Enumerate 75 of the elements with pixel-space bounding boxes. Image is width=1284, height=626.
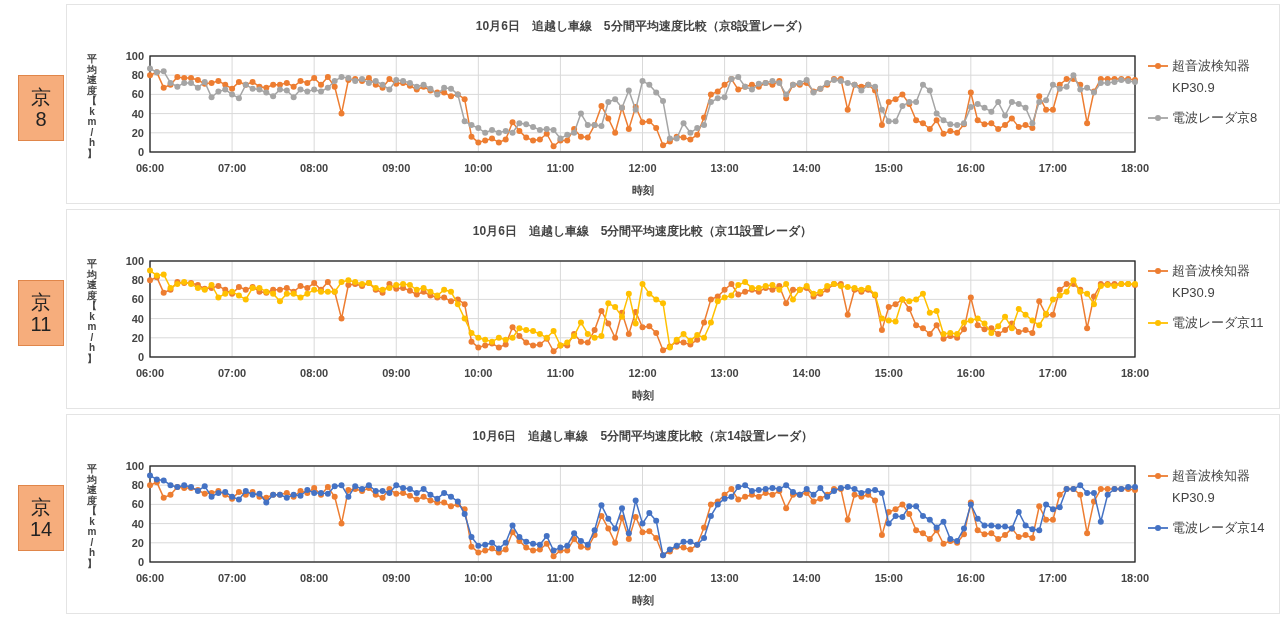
x-tick-label: 17:00 <box>1038 162 1067 174</box>
y-tick-label: 80 <box>131 479 144 492</box>
y-tick-label: 100 <box>125 255 144 267</box>
chart-title: 10月6日 追越し車線 5分間平均速度比較（京11設置レーダ） <box>472 224 813 238</box>
y-tick-label: 0 <box>137 146 144 158</box>
text: 京14 <box>29 496 53 540</box>
legend-label: 電波レーダ京11 <box>1172 315 1264 330</box>
x-tick-label: 17:00 <box>1038 367 1067 379</box>
x-tick-label: 14:00 <box>792 367 821 379</box>
x-tick-label: 06:00 <box>135 367 165 379</box>
x-tick-label: 18:00 <box>1120 572 1150 584</box>
x-tick-label: 12:00 <box>628 572 657 584</box>
y-tick-label: 20 <box>131 331 144 344</box>
text: 京11 <box>29 291 53 335</box>
x-tick-label: 10:00 <box>464 572 493 584</box>
x-axis-title: 時刻 <box>631 184 654 196</box>
x-tick-label: 09:00 <box>382 162 411 174</box>
y-tick-label: 100 <box>125 460 144 472</box>
x-tick-label: 14:00 <box>792 572 821 584</box>
x-tick-label: 07:00 <box>218 572 247 584</box>
x-tick-label: 16:00 <box>956 367 985 379</box>
x-tick-label: 07:00 <box>218 367 247 379</box>
y-tick-label: 20 <box>131 536 144 549</box>
x-tick-label: 09:00 <box>382 572 411 584</box>
y-tick-label: 60 <box>131 88 144 101</box>
x-tick-label: 13:00 <box>710 572 739 584</box>
x-tick-label: 18:00 <box>1120 367 1150 379</box>
x-tick-label: 06:00 <box>135 162 165 174</box>
chart-title: 10月6日 追越し車線 5分間平均速度比較（京14設置レーダ） <box>472 429 813 443</box>
y-tick-label: 40 <box>131 517 144 530</box>
y-tick-label: 80 <box>131 274 144 287</box>
x-tick-label: 06:00 <box>135 572 165 584</box>
x-tick-label: 18:00 <box>1120 162 1150 174</box>
x-tick-label: 12:00 <box>628 162 657 174</box>
x-tick-label: 13:00 <box>710 162 739 174</box>
y-tick-label: 60 <box>131 293 144 306</box>
text: 平均速度【km/h】 <box>87 463 97 569</box>
y-tick-label: 0 <box>137 351 144 363</box>
x-tick-label: 16:00 <box>956 572 985 584</box>
legend-label: 電波レーダ京8 <box>1172 110 1258 125</box>
x-tick-label: 11:00 <box>546 367 575 379</box>
legend-label: 電波レーダ京14 <box>1172 520 1265 535</box>
y-tick-label: 40 <box>131 107 144 120</box>
x-tick-label: 10:00 <box>464 162 493 174</box>
x-axis-title: 時刻 <box>631 594 654 606</box>
x-tick-label: 13:00 <box>710 367 739 379</box>
x-tick-label: 15:00 <box>874 572 903 584</box>
x-tick-label: 15:00 <box>874 162 903 174</box>
text: 平均速度【km/h】 <box>87 53 97 159</box>
x-tick-label: 10:00 <box>464 367 493 379</box>
x-axis-title: 時刻 <box>631 389 654 401</box>
x-tick-label: 11:00 <box>546 162 575 174</box>
legend-label: 超音波検知器 KP30.9 <box>1172 58 1250 95</box>
x-tick-label: 17:00 <box>1038 572 1067 584</box>
y-tick-label: 80 <box>131 69 144 82</box>
x-tick-label: 07:00 <box>218 162 247 174</box>
x-tick-label: 08:00 <box>300 367 329 379</box>
x-tick-label: 11:00 <box>546 572 575 584</box>
text: 平均速度【km/h】 <box>87 258 97 364</box>
x-tick-label: 12:00 <box>628 367 657 379</box>
text: 京8 <box>30 86 52 130</box>
x-tick-label: 08:00 <box>300 572 329 584</box>
x-tick-label: 08:00 <box>300 162 329 174</box>
y-tick-label: 40 <box>131 312 144 325</box>
x-tick-label: 09:00 <box>382 367 411 379</box>
x-tick-label: 16:00 <box>956 162 985 174</box>
y-tick-label: 60 <box>131 498 144 511</box>
y-tick-label: 0 <box>137 556 144 568</box>
legend-label: 超音波検知器 KP30.9 <box>1172 468 1250 505</box>
chart-title: 10月6日 追越し車線 5分間平均速度比較（京8設置レーダ） <box>475 19 810 33</box>
y-tick-label: 20 <box>131 126 144 139</box>
x-tick-label: 15:00 <box>874 367 903 379</box>
legend-label: 超音波検知器 KP30.9 <box>1172 263 1250 300</box>
x-tick-label: 14:00 <box>792 162 821 174</box>
y-tick-label: 100 <box>125 50 144 62</box>
